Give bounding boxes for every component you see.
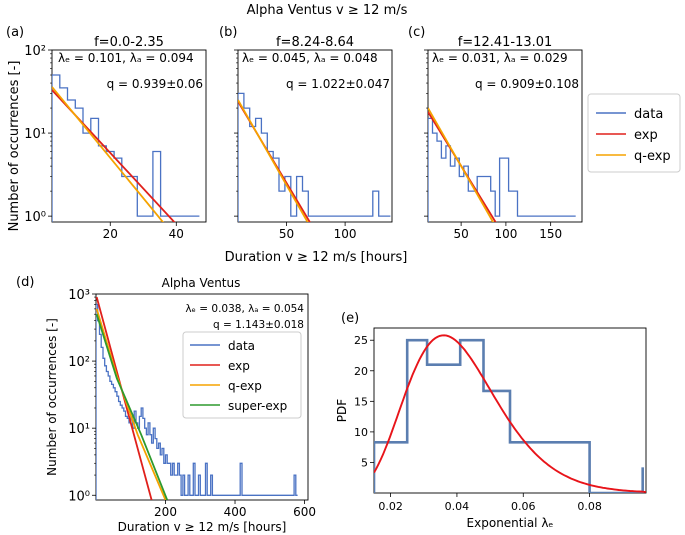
y-tick-label: 10⁰	[24, 210, 46, 225]
series-data	[428, 117, 576, 222]
y-tick-label: 10²	[68, 355, 90, 370]
panel-b-plot	[238, 92, 391, 222]
x-tick-label: 0.08	[577, 500, 602, 513]
series-q-exp	[238, 99, 309, 222]
x-tick-label: 50	[453, 227, 468, 241]
x-tick-label: 150	[539, 227, 562, 241]
panel-title: f=0.0-2.35	[94, 35, 164, 50]
legend-top-data-label: data	[634, 107, 663, 122]
annotation-lambda: λₑ = 0.045, λₐ = 0.048	[242, 51, 378, 65]
y-tick-label: 10⁰	[68, 489, 90, 504]
panel-title: f=8.24-8.64	[276, 35, 354, 50]
legend-top: data exp q-exp	[587, 93, 681, 173]
legend-d-frame	[182, 331, 302, 419]
x-axis-label: Duration v ≥ 12 m/s [hours]	[118, 520, 287, 534]
legend-d-data-label: data	[228, 339, 255, 353]
y-tick-label: 10¹	[68, 422, 90, 437]
panel-label: (c)	[408, 25, 425, 40]
x-axis-label: Exponential λₑ	[467, 516, 554, 530]
panel-title: f=12.41-13.01	[458, 35, 553, 50]
y-tick-label: 20	[354, 365, 368, 378]
annotation-lambda: λₑ = 0.101, λₐ = 0.094	[58, 51, 194, 65]
series-data	[238, 92, 391, 222]
annotation-q: q = 0.939±0.06	[107, 77, 203, 91]
annotation-q: q = 0.909±0.108	[475, 77, 579, 91]
y-tick-label: 15	[354, 395, 368, 408]
annotation-lambda: λₑ = 0.038, λₐ = 0.054	[185, 303, 304, 315]
panel-b-frame	[237, 49, 393, 223]
panel-e-frame	[373, 327, 647, 494]
panel-e-plot	[374, 334, 646, 493]
y-tick-label: 5	[361, 456, 368, 469]
y-tick-label: 10¹	[24, 127, 46, 142]
legend-d: data exp q-exp super-exp	[182, 331, 302, 419]
panel-d: 200 400 600 10⁰ 10¹ 10² 10³ (d) Alpha Ventus λₑ =…	[16, 275, 316, 534]
legend-d-superexp-label: super-exp	[228, 399, 287, 413]
x-tick-label: 100	[494, 227, 517, 241]
panel-a-plot	[52, 74, 200, 222]
x-tick-label: 40	[169, 227, 184, 241]
series-q-exp	[52, 86, 165, 222]
annotation-q: q = 1.143±0.018	[213, 319, 304, 331]
panel-label: (b)	[219, 25, 237, 40]
series-pdf	[374, 334, 646, 493]
x-tick-label: 50	[279, 227, 294, 241]
top-ylabel: Number of occurrences [-]	[7, 61, 22, 232]
x-tick-label: 200	[154, 505, 177, 519]
legend-d-qexp-label: q-exp	[228, 379, 262, 393]
series-data	[52, 74, 200, 222]
panel-title: Alpha Ventus	[162, 276, 241, 290]
suptitle: Alpha Ventus v ≥ 12 m/s	[247, 3, 408, 18]
x-tick-label: 100	[334, 227, 357, 241]
series-data	[96, 303, 298, 500]
legend-d-exp-label: exp	[228, 359, 250, 373]
annotation-lambda: λₑ = 0.031, λₐ = 0.029	[432, 51, 568, 65]
panel-e: 0.02 0.04 0.06 0.08 5 10 15 20 25 (e) Exponential …	[335, 311, 647, 530]
series-q-exp	[96, 308, 167, 500]
x-tick-label: 0.06	[511, 500, 536, 513]
panel-c-frame	[427, 49, 583, 223]
panel-a-frame	[51, 49, 207, 223]
y-tick-label: 10³	[68, 288, 90, 303]
panel-d-plot	[96, 296, 298, 500]
series-q-exp	[428, 107, 495, 222]
panel-label: (d)	[16, 275, 34, 290]
panel-label: (a)	[6, 25, 24, 40]
y-tick-label: 10²	[24, 44, 46, 59]
panel-c-plot	[428, 107, 576, 222]
x-tick-label: 20	[103, 227, 118, 241]
x-tick-label: 0.04	[445, 500, 470, 513]
y-axis-label: PDF	[335, 399, 349, 422]
top-xlabel: Duration v ≥ 12 m/s [hours]	[225, 250, 408, 265]
annotation-q: q = 1.022±0.047	[286, 77, 390, 91]
x-tick-label: 0.02	[378, 500, 403, 513]
x-tick-label: 600	[293, 505, 316, 519]
legend-top-exp-label: exp	[634, 128, 658, 143]
y-tick-label: 10	[354, 426, 368, 439]
panel-label: (e)	[341, 311, 359, 326]
legend-top-qexp-label: q-exp	[634, 149, 671, 164]
y-tick-label: 25	[354, 334, 368, 347]
x-tick-label: 400	[224, 505, 247, 519]
series-super-exp	[96, 313, 169, 500]
series-histogram	[374, 338, 643, 493]
y-axis-label: Number of occurrences [-]	[45, 318, 59, 476]
